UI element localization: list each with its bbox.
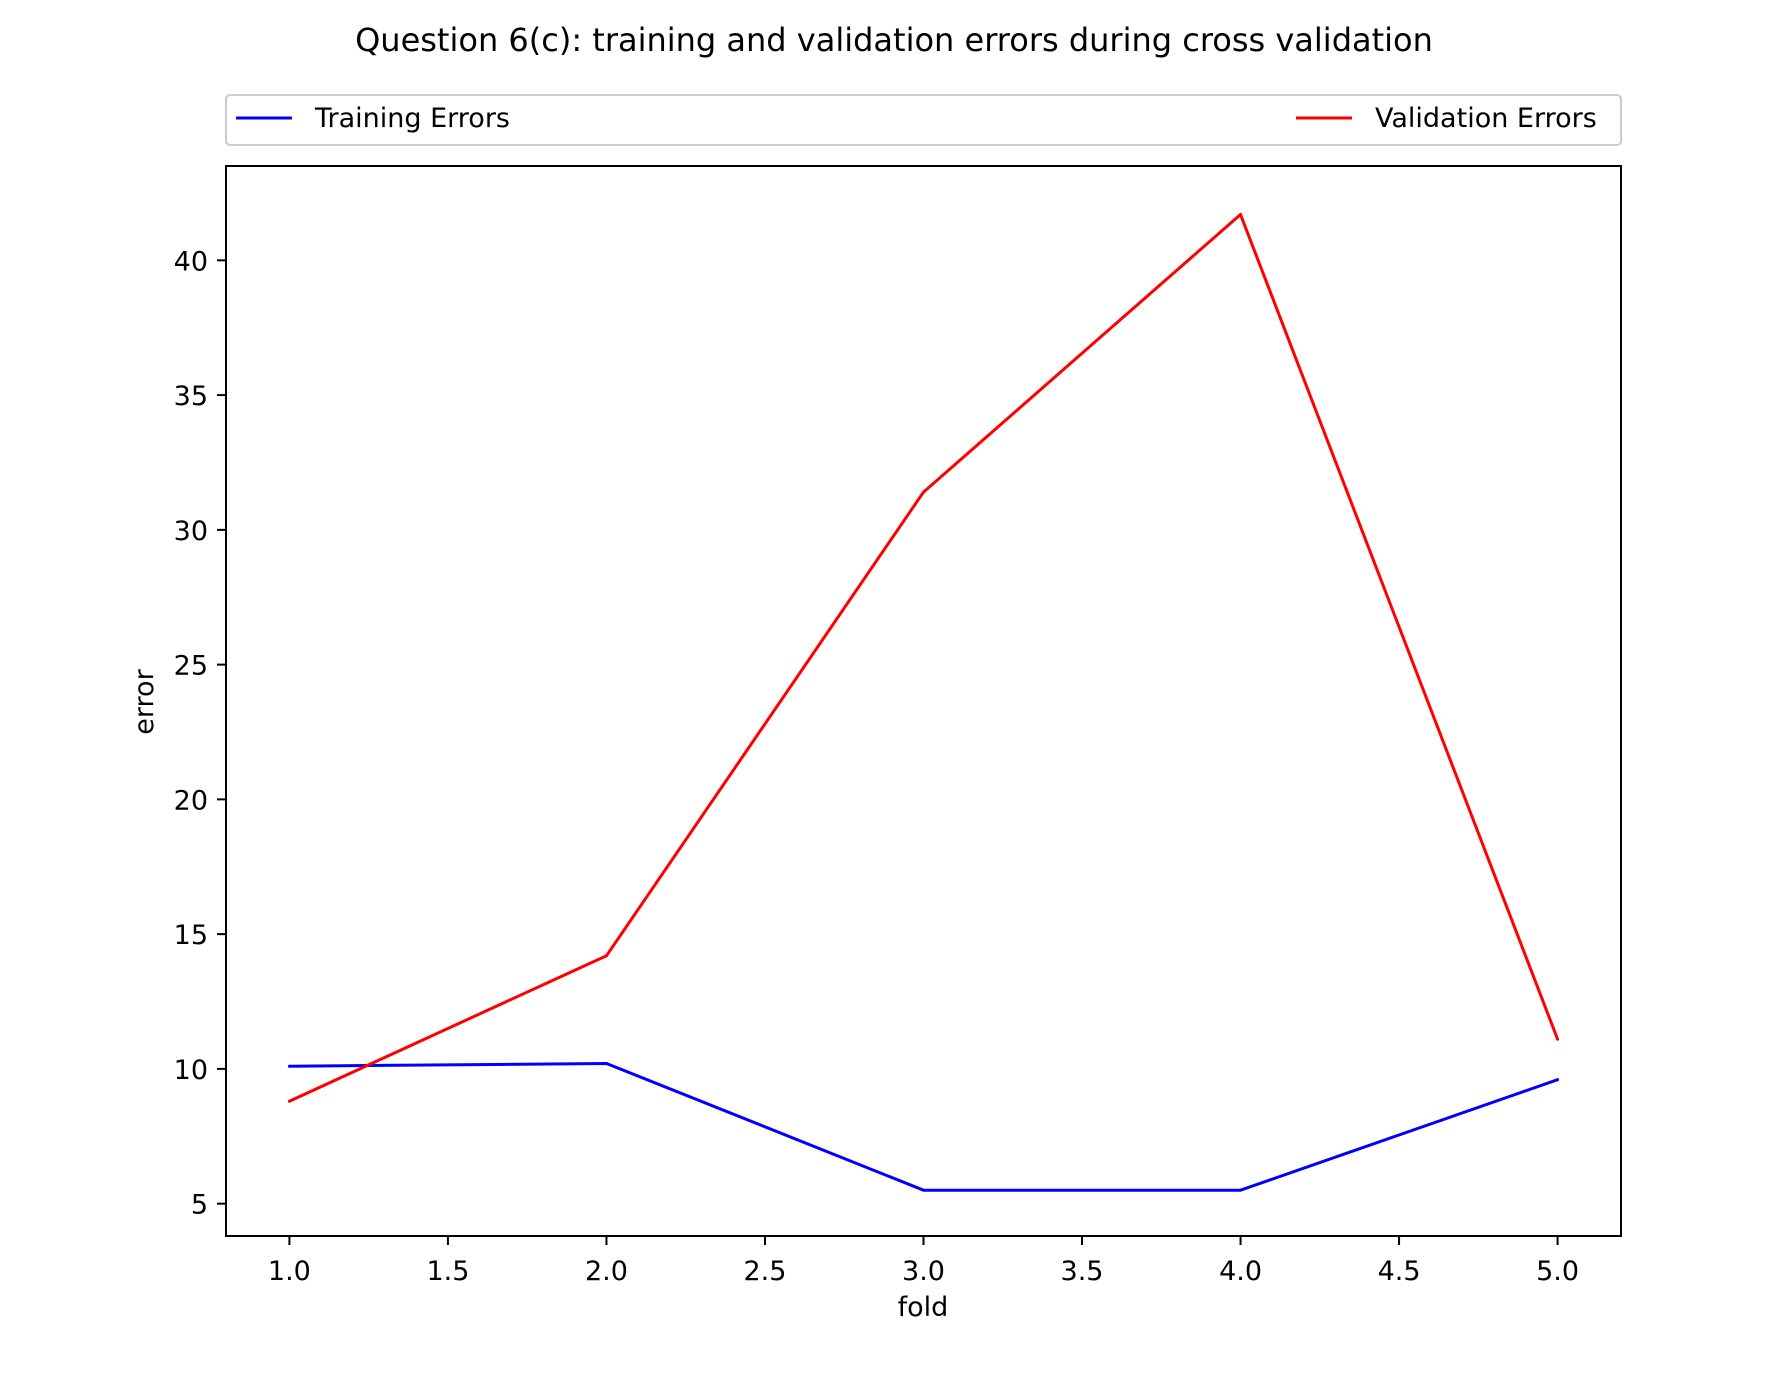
- y-tick-label: 5: [191, 1190, 208, 1221]
- data-point-validation: [604, 954, 608, 958]
- data-point-training: [604, 1062, 608, 1066]
- y-tick-label: 35: [174, 381, 208, 412]
- data-point-validation: [922, 490, 925, 494]
- chart-legend: Training Errors Validation Errors: [225, 94, 1622, 146]
- data-point-validation: [1556, 1037, 1560, 1041]
- series-line-validation: [288, 213, 1560, 1103]
- y-tick-label: 25: [174, 651, 208, 682]
- x-tick-label: 5.0: [1536, 1256, 1579, 1287]
- data-point-training: [1556, 1078, 1560, 1082]
- legend-frame: [225, 94, 1622, 146]
- data-point-training: [287, 1064, 291, 1068]
- x-tick-label: 1.5: [426, 1256, 469, 1287]
- y-axis-label: error: [129, 668, 160, 734]
- x-tick-label: 4.5: [1378, 1256, 1421, 1287]
- x-axis-label: fold: [898, 1292, 949, 1323]
- data-point-training: [922, 1188, 925, 1192]
- data-point-validation: [1239, 213, 1243, 217]
- y-tick-label: 10: [174, 1055, 208, 1086]
- y-tick-label: 30: [174, 516, 208, 547]
- series-layer: [287, 213, 1560, 1192]
- x-tick-label: 3.0: [902, 1256, 945, 1287]
- data-point-training: [1239, 1188, 1243, 1192]
- legend-label-validation: Validation Errors: [1375, 103, 1597, 134]
- x-tick-label: 3.5: [1061, 1256, 1104, 1287]
- x-tick-label: 1.0: [268, 1256, 311, 1287]
- x-tick-label: 2.0: [585, 1256, 628, 1287]
- x-tick-label: 2.5: [744, 1256, 787, 1287]
- plot-area-frame: [225, 165, 1622, 1237]
- y-tick-label: 15: [174, 920, 208, 951]
- y-axis: 5 10 15 20 25 30 35 40: [174, 246, 226, 1221]
- y-tick-label: 20: [174, 785, 208, 816]
- y-tick-label: 40: [174, 246, 208, 277]
- x-tick-label: 4.0: [1219, 1256, 1262, 1287]
- x-axis: 1.0 1.5 2.0 2.5 3.0 3.5 4.0 4.5 5.0: [268, 1236, 1579, 1287]
- data-point-validation: [287, 1099, 291, 1103]
- legend-label-training: Training Errors: [314, 103, 510, 134]
- chart-title: Question 6(c): training and validation e…: [355, 21, 1433, 59]
- series-line-training: [289, 1062, 1559, 1192]
